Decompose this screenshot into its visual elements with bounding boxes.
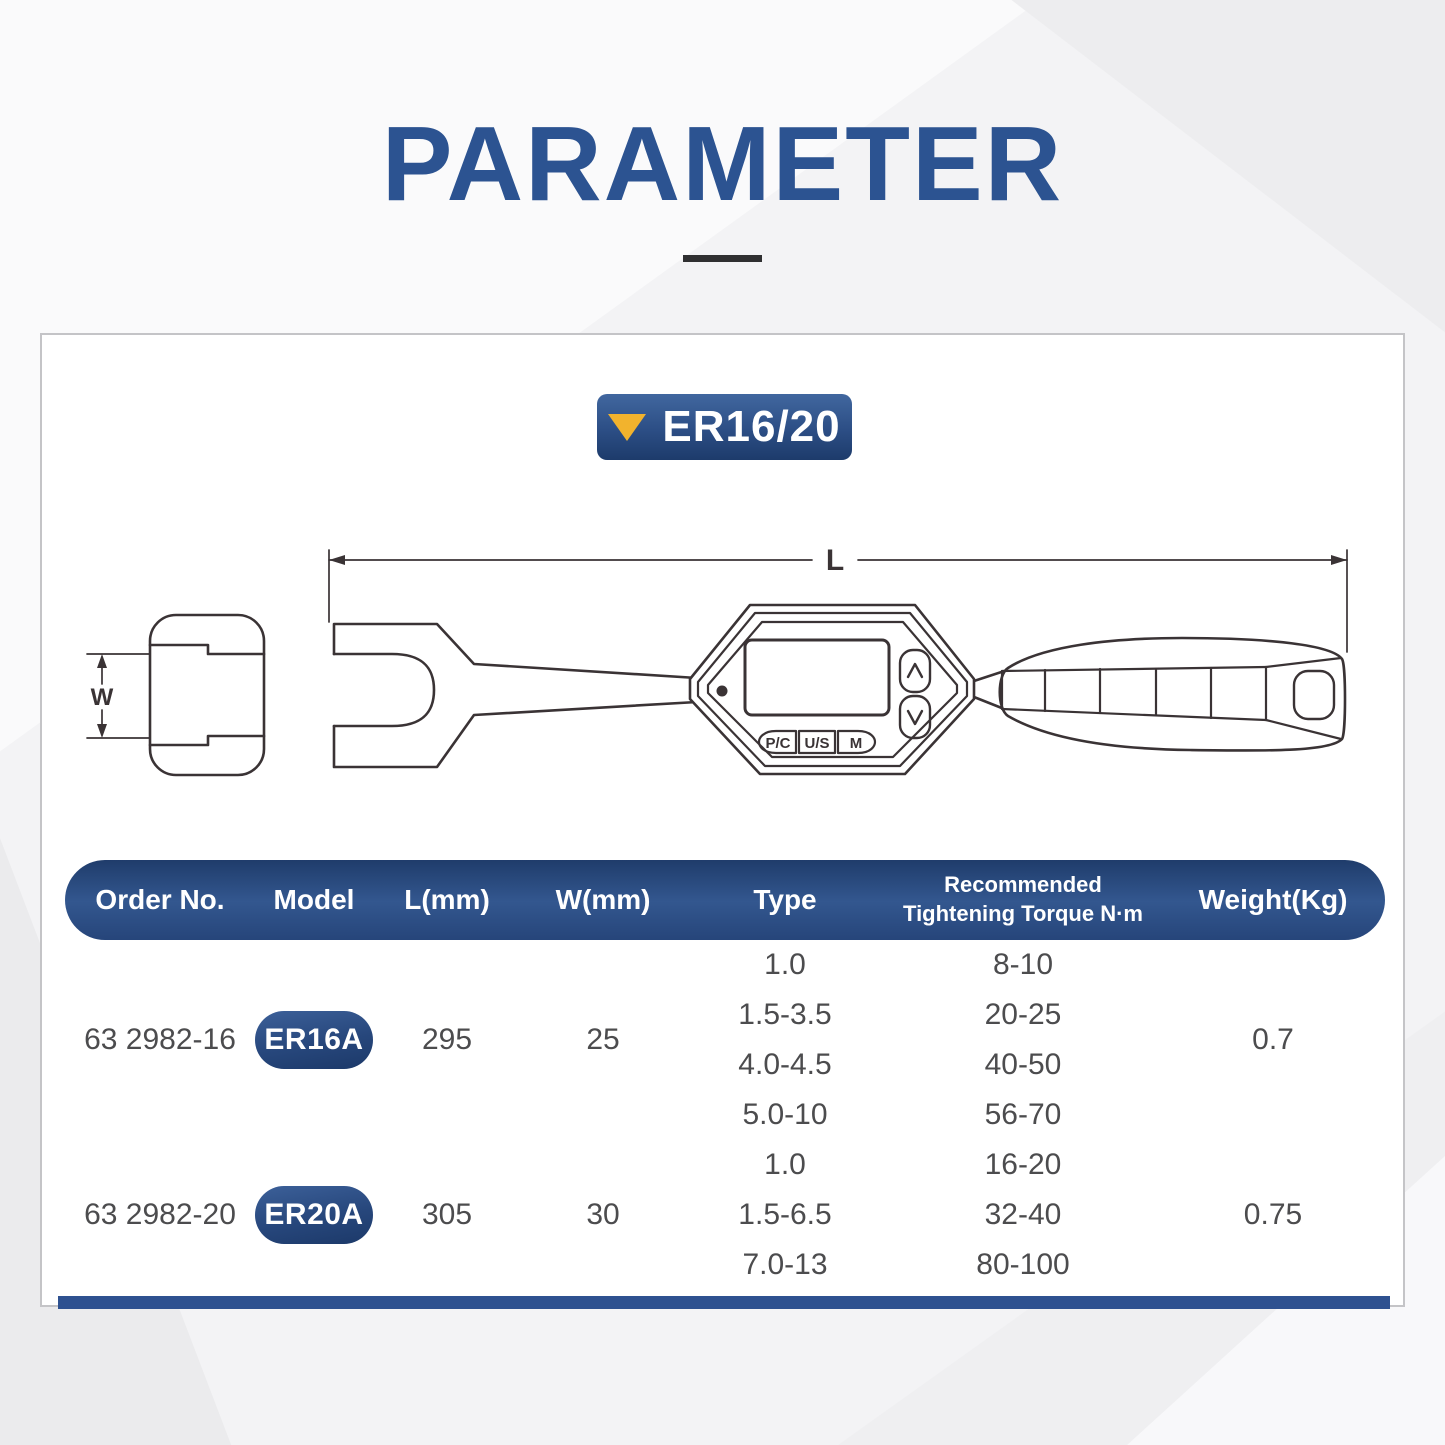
- width-cell: 30: [586, 1198, 620, 1231]
- torque-cell: 32-40: [984, 1198, 1062, 1231]
- type-cell: 1.0: [764, 948, 806, 981]
- down-button: [898, 694, 932, 740]
- dimension-length-label: L: [826, 544, 844, 577]
- header-type: Type: [753, 884, 817, 915]
- table-header: Order No. Model L(mm) W(mm) Type Recomme…: [65, 860, 1385, 940]
- dimension-width-label: W: [91, 684, 114, 711]
- model-badge: ER16A: [255, 1011, 373, 1069]
- indicator-dot: [716, 685, 728, 697]
- type-cell: 5.0-10: [742, 1098, 828, 1131]
- title-underline: [683, 255, 762, 262]
- weight-cell: 0.75: [1243, 1198, 1303, 1231]
- torque-cell: 20-25: [984, 998, 1062, 1031]
- header-l-mm: L(mm): [404, 884, 490, 915]
- button-us: [797, 729, 837, 755]
- button-pc: [757, 729, 798, 755]
- header-weight: Weight(Kg): [1198, 884, 1348, 915]
- display-buttons: P/C U/S M: [757, 729, 877, 755]
- torque-cell: 56-70: [984, 1098, 1062, 1131]
- fork-head: [332, 622, 699, 769]
- handle: [998, 636, 1347, 752]
- torque-cell: 8-10: [992, 948, 1054, 981]
- table-body: 63 2982-16 ER16A 295 25 1.0 8-10 1.5-3.5 20-25 4…: [65, 940, 1385, 1290]
- lcd-screen: [743, 638, 891, 717]
- handle-grip-band: [1000, 656, 1343, 741]
- type-cell: 1.0: [764, 1148, 806, 1181]
- display-head: P/C U/S M: [688, 603, 976, 776]
- model-badge: ER20A: [255, 1186, 373, 1244]
- dimension-length: L: [328, 544, 1348, 653]
- type-cell: 4.0-4.5: [738, 1048, 832, 1081]
- header-w-mm: W(mm): [555, 884, 651, 915]
- order-no-cell: 63 2982-16: [84, 1023, 236, 1056]
- triangle-down-icon: [608, 413, 647, 441]
- dimension-width: W: [86, 653, 155, 739]
- up-button: [898, 648, 932, 694]
- model-cell: ER16A: [255, 940, 373, 1140]
- series-badge: ER16/20: [597, 394, 852, 460]
- chevron-up-icon: [906, 662, 924, 679]
- type-cell: 7.0-13: [742, 1248, 828, 1281]
- header-torque: Recommended Tightening Torque N·m: [885, 871, 1161, 928]
- chevron-down-icon: [906, 709, 924, 726]
- table-row-group: 63 2982-16 ER16A 295 25 1.0 8-10 1.5-3.5 20-25 4…: [65, 940, 1385, 1140]
- button-pc-label: P/C: [765, 735, 790, 752]
- type-cell: 1.5-3.5: [738, 998, 832, 1031]
- length-cell: 305: [421, 1198, 473, 1231]
- parameter-card: ER16/20 L W: [40, 333, 1405, 1309]
- type-cell: 1.5-6.5: [738, 1198, 832, 1231]
- weight-cell: 0.7: [1252, 1023, 1294, 1056]
- torque-cell: 40-50: [984, 1048, 1062, 1081]
- footer-bar: [58, 1296, 1390, 1309]
- button-us-label: U/S: [804, 735, 829, 752]
- button-m-label: M: [850, 735, 863, 752]
- page-title: PARAMETER: [381, 105, 1064, 223]
- width-cell: 25: [586, 1023, 620, 1056]
- table-row-group: 63 2982-20 ER20A 305 30 1.0 16-20 1.5-6.5 32-40…: [65, 1140, 1385, 1290]
- torque-cell: 16-20: [984, 1148, 1062, 1181]
- model-cell: ER20A: [255, 1140, 373, 1290]
- length-cell: 295: [421, 1023, 473, 1056]
- series-badge-label: ER16/20: [662, 402, 841, 451]
- button-m: [836, 729, 877, 755]
- collet-end-view: [148, 613, 266, 777]
- header-torque-line2: Tightening Torque N·m: [903, 901, 1143, 926]
- header-model: Model: [273, 884, 355, 915]
- wrench-diagram: L W: [86, 544, 1348, 777]
- header-torque-line1: Recommended: [944, 872, 1102, 898]
- order-no-cell: 63 2982-20: [84, 1198, 236, 1231]
- handle-hang-hole: [1292, 669, 1336, 721]
- header-order-no: Order No.: [95, 884, 225, 915]
- torque-cell: 80-100: [976, 1248, 1070, 1281]
